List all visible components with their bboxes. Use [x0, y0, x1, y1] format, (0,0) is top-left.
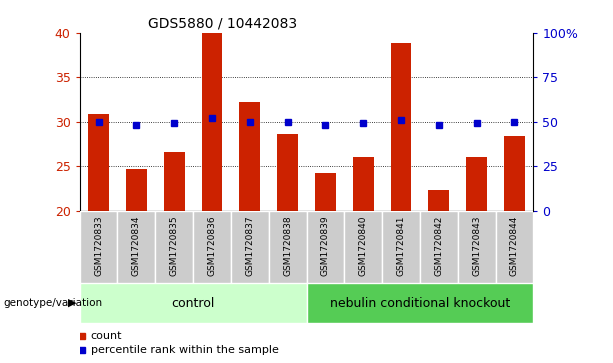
Bar	[231, 211, 268, 283]
Text: GSM1720837: GSM1720837	[245, 215, 254, 276]
Bar	[126, 169, 147, 211]
Bar	[80, 283, 306, 323]
Bar	[193, 211, 231, 283]
Text: GSM1720842: GSM1720842	[434, 215, 443, 276]
Bar	[277, 134, 298, 211]
Bar	[155, 211, 193, 283]
Bar	[345, 211, 382, 283]
Text: GSM1720834: GSM1720834	[132, 215, 141, 276]
Bar	[202, 33, 223, 211]
Text: count: count	[91, 331, 122, 341]
Bar	[382, 211, 420, 283]
Text: GSM1720841: GSM1720841	[397, 215, 406, 276]
Text: GSM1720839: GSM1720839	[321, 215, 330, 276]
Text: GSM1720843: GSM1720843	[472, 215, 481, 276]
Text: control: control	[172, 297, 215, 310]
Bar	[420, 211, 458, 283]
Text: ▶: ▶	[68, 298, 77, 308]
Bar	[390, 43, 411, 211]
Bar	[268, 211, 306, 283]
Text: GSM1720835: GSM1720835	[170, 215, 179, 276]
Text: GSM1720838: GSM1720838	[283, 215, 292, 276]
Bar	[88, 114, 109, 211]
Text: GSM1720836: GSM1720836	[207, 215, 216, 276]
Bar	[80, 211, 118, 283]
Bar	[164, 152, 185, 211]
Bar	[306, 283, 533, 323]
Bar	[466, 157, 487, 211]
Text: nebulin conditional knockout: nebulin conditional knockout	[330, 297, 510, 310]
Text: percentile rank within the sample: percentile rank within the sample	[91, 345, 278, 355]
Bar	[306, 211, 345, 283]
Text: genotype/variation: genotype/variation	[3, 298, 102, 308]
Bar	[504, 136, 525, 211]
Bar	[428, 190, 449, 211]
Bar	[353, 157, 373, 211]
Bar	[315, 173, 336, 211]
Bar	[118, 211, 155, 283]
Bar	[458, 211, 495, 283]
Text: GSM1720833: GSM1720833	[94, 215, 103, 276]
Bar	[495, 211, 533, 283]
Bar	[240, 102, 260, 211]
Text: GSM1720840: GSM1720840	[359, 215, 368, 276]
Text: GSM1720844: GSM1720844	[510, 215, 519, 276]
Text: GDS5880 / 10442083: GDS5880 / 10442083	[148, 16, 297, 30]
